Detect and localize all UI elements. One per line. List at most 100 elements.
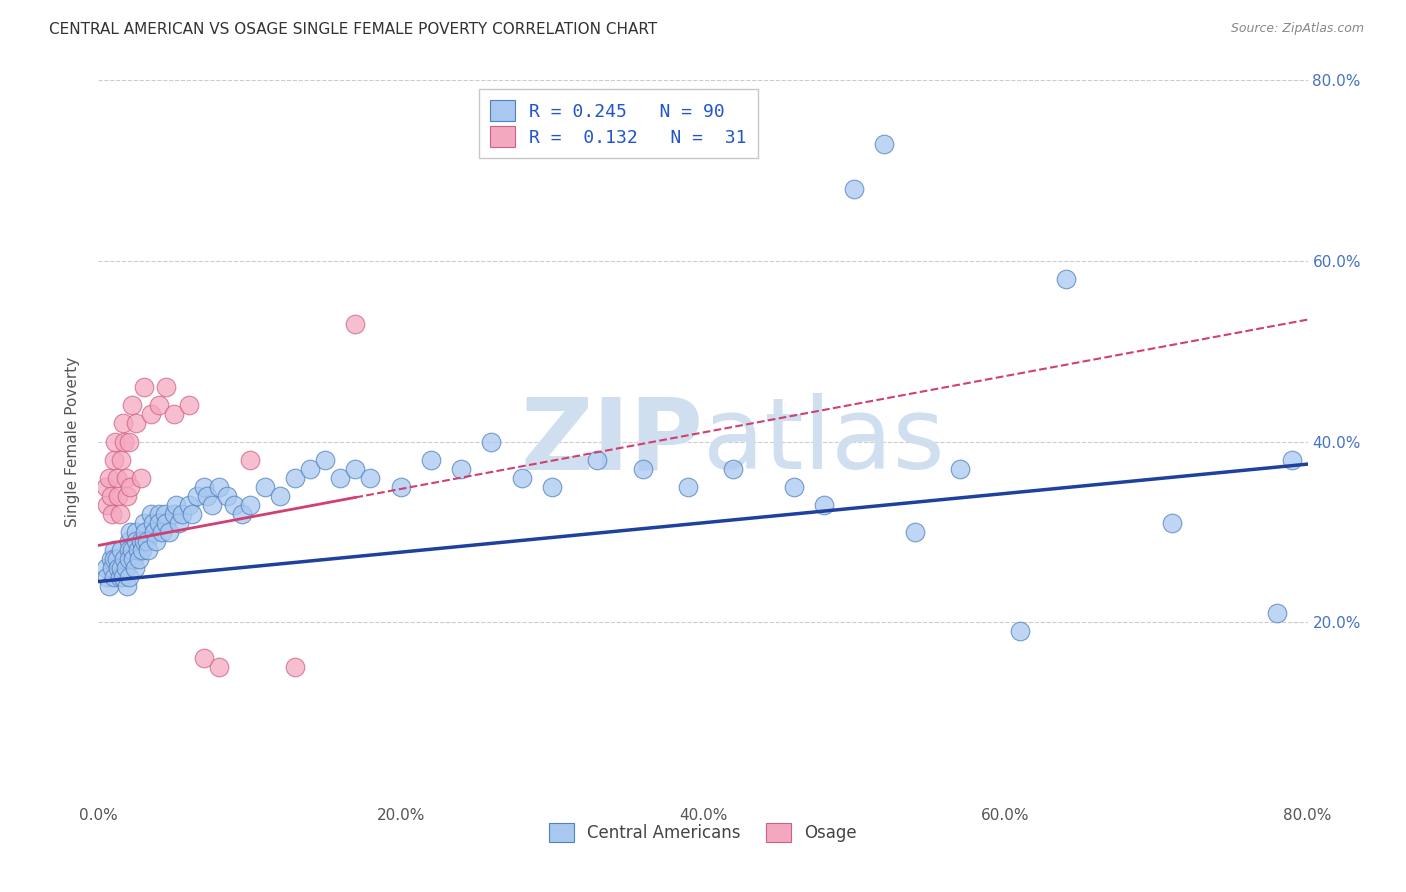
Point: [239, 498, 262, 512]
Point: [148, 507, 170, 521]
Point: [110, 542, 132, 557]
Point: [231, 507, 253, 521]
Point: [208, 480, 231, 494]
Point: [450, 461, 472, 475]
Point: [108, 570, 131, 584]
Point: [329, 471, 352, 485]
Point: [132, 516, 155, 530]
Point: [167, 516, 190, 530]
Point: [1160, 516, 1182, 530]
Point: [141, 507, 163, 521]
Point: [179, 398, 201, 412]
Point: [389, 480, 412, 494]
Point: [142, 516, 165, 530]
Point: [165, 498, 187, 512]
Legend: Central Americans, Osage: Central Americans, Osage: [543, 816, 863, 848]
Point: [94, 480, 117, 494]
Point: [103, 552, 125, 566]
Point: [111, 570, 134, 584]
Point: [1054, 272, 1077, 286]
Point: [121, 398, 143, 412]
Point: [120, 480, 142, 494]
Point: [110, 452, 132, 467]
Point: [118, 533, 141, 548]
Point: [114, 561, 136, 575]
Point: [904, 524, 927, 539]
Point: [129, 533, 152, 548]
Point: [103, 542, 125, 557]
Point: [873, 136, 896, 151]
Point: [125, 524, 148, 539]
Point: [96, 498, 118, 512]
Point: [631, 461, 654, 475]
Point: [101, 507, 124, 521]
Point: [100, 552, 122, 566]
Point: [193, 651, 215, 665]
Point: [949, 461, 972, 475]
Point: [193, 480, 215, 494]
Point: [181, 507, 204, 521]
Point: [1010, 624, 1032, 639]
Point: [135, 533, 157, 548]
Point: [360, 471, 382, 485]
Point: [253, 480, 276, 494]
Point: [125, 533, 148, 548]
Point: [118, 434, 141, 449]
Point: [420, 452, 443, 467]
Point: [98, 579, 121, 593]
Point: [100, 489, 122, 503]
Point: [155, 380, 177, 394]
Point: [143, 524, 166, 539]
Point: [114, 471, 136, 485]
Point: [132, 533, 155, 548]
Point: [201, 498, 224, 512]
Point: [1267, 606, 1289, 620]
Point: [783, 480, 806, 494]
Point: [676, 480, 699, 494]
Y-axis label: Single Female Poverty: Single Female Poverty: [65, 357, 80, 526]
Text: atlas: atlas: [703, 393, 945, 490]
Point: [94, 561, 117, 575]
Point: [481, 434, 503, 449]
Point: [159, 524, 181, 539]
Point: [314, 452, 336, 467]
Point: [1281, 452, 1303, 467]
Point: [163, 408, 186, 422]
Point: [107, 489, 129, 503]
Point: [224, 498, 246, 512]
Point: [125, 417, 148, 431]
Point: [195, 489, 218, 503]
Point: [344, 317, 367, 331]
Point: [122, 552, 145, 566]
Point: [120, 524, 142, 539]
Point: [98, 471, 121, 485]
Point: [104, 434, 127, 449]
Point: [148, 398, 170, 412]
Point: [141, 408, 163, 422]
Point: [723, 461, 745, 475]
Point: [115, 579, 138, 593]
Point: [108, 507, 131, 521]
Point: [155, 516, 177, 530]
Point: [269, 489, 291, 503]
Text: ZIP: ZIP: [520, 393, 703, 490]
Point: [131, 542, 153, 557]
Point: [118, 552, 141, 566]
Point: [844, 182, 866, 196]
Point: [103, 452, 125, 467]
Point: [96, 570, 118, 584]
Point: [124, 561, 146, 575]
Point: [148, 516, 170, 530]
Point: [208, 660, 231, 674]
Point: [586, 452, 609, 467]
Point: [186, 489, 208, 503]
Point: [101, 561, 124, 575]
Point: [153, 507, 176, 521]
Point: [344, 461, 367, 475]
Point: [299, 461, 322, 475]
Point: [129, 471, 152, 485]
Point: [103, 570, 125, 584]
Point: [170, 507, 193, 521]
Point: [145, 533, 167, 548]
Point: [127, 542, 149, 557]
